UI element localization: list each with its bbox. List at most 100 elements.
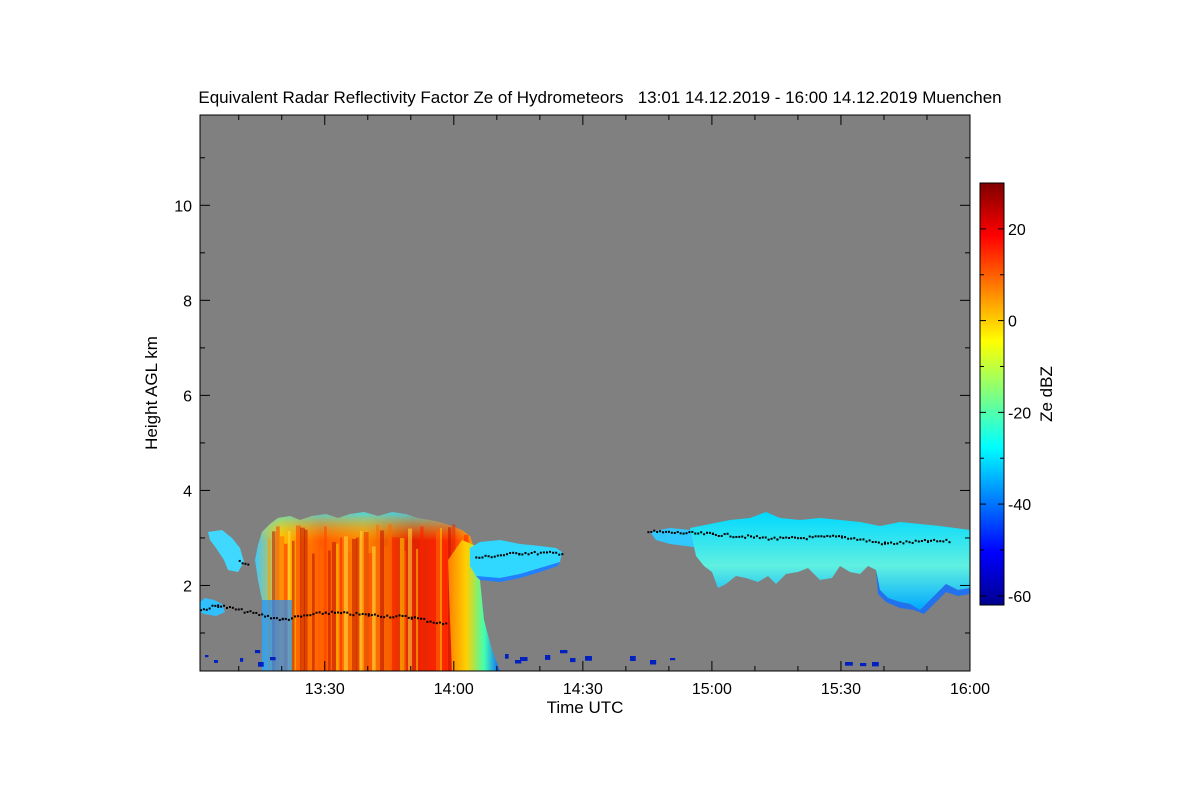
cloud-base-point-upper bbox=[791, 536, 794, 539]
cloud-base-point-lower bbox=[330, 610, 333, 613]
cloud-base-point-upper bbox=[899, 540, 902, 543]
cloud-base-point-upper bbox=[676, 531, 679, 534]
storm-streak bbox=[304, 529, 308, 671]
cloud-base-point-upper bbox=[244, 562, 247, 565]
cloud-base-point-upper bbox=[747, 534, 750, 537]
y-tick-label: 4 bbox=[183, 483, 192, 500]
storm-streak bbox=[296, 525, 301, 671]
cloud-base-point-upper bbox=[779, 536, 782, 539]
cloud-base-point-lower bbox=[217, 604, 220, 607]
cloud-base-point-upper bbox=[840, 536, 843, 539]
cloud-base-point-lower bbox=[300, 615, 303, 618]
echo-region-late-cloud bbox=[690, 512, 970, 610]
clutter-pixel bbox=[872, 662, 879, 667]
cloud-base-point-lower bbox=[442, 623, 445, 626]
storm-streak bbox=[364, 532, 369, 671]
storm-streak bbox=[408, 528, 413, 671]
cloud-base-point-upper bbox=[711, 532, 714, 535]
clutter-pixel bbox=[505, 654, 509, 659]
clutter-pixel bbox=[630, 656, 636, 661]
cloud-base-point-lower bbox=[358, 613, 361, 616]
cloud-base-point-lower bbox=[281, 618, 284, 621]
clutter-pixel bbox=[205, 655, 209, 658]
storm-streak bbox=[436, 530, 441, 671]
cloud-base-point-lower bbox=[211, 604, 214, 607]
cloud-base-point-upper bbox=[939, 540, 942, 543]
cloud-base-point-lower bbox=[404, 614, 407, 617]
cloud-base-point-upper bbox=[744, 536, 747, 539]
cloud-base-point-lower bbox=[208, 607, 211, 610]
echo-region-early-low bbox=[200, 598, 225, 616]
x-tick-label: 16:00 bbox=[950, 681, 990, 698]
cloud-base-point-upper bbox=[685, 532, 688, 535]
cloud-base-point-upper bbox=[850, 537, 853, 540]
cloud-base-point-upper bbox=[545, 551, 548, 554]
clutter-pixel bbox=[258, 662, 264, 667]
cloud-base-point-upper bbox=[948, 541, 951, 544]
cloud-base-point-lower bbox=[303, 614, 306, 617]
cloud-base-point-upper bbox=[835, 535, 838, 538]
storm-streak bbox=[440, 528, 443, 671]
colorbar-ticks: 20 0 -20 -40 -60 bbox=[980, 182, 1031, 606]
cloud-base-point-lower bbox=[337, 611, 340, 614]
cloud-base-point-upper bbox=[887, 542, 890, 545]
cloud-base-point-lower bbox=[246, 610, 249, 613]
clutter-pixel bbox=[585, 656, 592, 661]
clutter-pixel bbox=[520, 657, 528, 662]
cloud-base-point-upper bbox=[785, 536, 788, 539]
cloud-base-point-upper bbox=[555, 551, 558, 554]
cloud-base-point-upper bbox=[493, 555, 496, 558]
clutter-pixel bbox=[214, 660, 218, 663]
cloud-base-point-upper bbox=[880, 543, 883, 546]
cloud-base-point-upper bbox=[917, 540, 920, 543]
colorbar-tick-label: 0 bbox=[1008, 314, 1017, 331]
cloud-base-point-upper bbox=[558, 553, 561, 556]
cloud-base-point-lower bbox=[327, 612, 330, 615]
cloud-base-point-upper bbox=[764, 536, 767, 539]
cloud-base-point-lower bbox=[261, 613, 264, 616]
clutter-pixel bbox=[545, 655, 551, 660]
cloud-base-point-upper bbox=[829, 535, 832, 538]
storm-streak bbox=[348, 552, 352, 671]
cloud-base-point-upper bbox=[647, 531, 650, 534]
clutter-pixel bbox=[255, 650, 261, 654]
cloud-base-point-upper bbox=[814, 535, 817, 538]
cloud-base-point-upper bbox=[714, 533, 717, 536]
cloud-base-point-upper bbox=[805, 538, 808, 541]
storm-streak bbox=[308, 544, 311, 671]
cloud-base-point-lower bbox=[287, 618, 290, 621]
cloud-base-point-upper bbox=[527, 553, 530, 556]
cloud-base-point-upper bbox=[530, 552, 533, 555]
cloud-base-point-upper bbox=[539, 551, 542, 554]
cloud-base-point-lower bbox=[395, 615, 398, 618]
clutter-pixel bbox=[515, 660, 522, 664]
cloud-base-point-upper bbox=[697, 532, 700, 535]
cloud-base-point-upper bbox=[926, 540, 929, 543]
cloud-base-point-lower bbox=[364, 613, 367, 616]
cloud-base-point-upper bbox=[726, 532, 729, 535]
x-axis: 13:30 14:00 14:30 15:00 15:30 16:00 bbox=[238, 115, 990, 698]
cloud-base-point-upper bbox=[750, 535, 753, 538]
chart-title: Equivalent Radar Reflectivity Factor Ze … bbox=[198, 88, 1002, 107]
cloud-base-point-lower bbox=[420, 617, 423, 620]
storm-streak bbox=[368, 553, 373, 671]
cloud-base-point-lower bbox=[432, 621, 435, 624]
colorbar-tick-label: -20 bbox=[1008, 405, 1031, 422]
storm-streak bbox=[332, 542, 337, 671]
colorbar-label: Ze dBZ bbox=[1037, 366, 1056, 422]
cloud-base-point-upper bbox=[509, 551, 512, 554]
cloud-base-point-upper bbox=[840, 535, 843, 538]
cloud-base-point-lower bbox=[284, 617, 287, 620]
storm-streak bbox=[312, 553, 315, 671]
y-axis: 2 4 6 8 10 bbox=[174, 157, 970, 634]
cloud-base-point-upper bbox=[653, 529, 656, 532]
cloud-base-point-upper bbox=[667, 530, 670, 533]
cloud-base-point-lower bbox=[410, 616, 413, 619]
cloud-base-point-upper bbox=[664, 530, 667, 533]
cloud-base-point-upper bbox=[823, 535, 826, 538]
cloud-base-point-upper bbox=[871, 541, 874, 544]
cloud-base-point-lower bbox=[389, 616, 392, 619]
storm-streak bbox=[372, 546, 376, 671]
cloud-base-point-upper bbox=[499, 554, 502, 557]
cloud-base-point-upper bbox=[896, 542, 899, 545]
